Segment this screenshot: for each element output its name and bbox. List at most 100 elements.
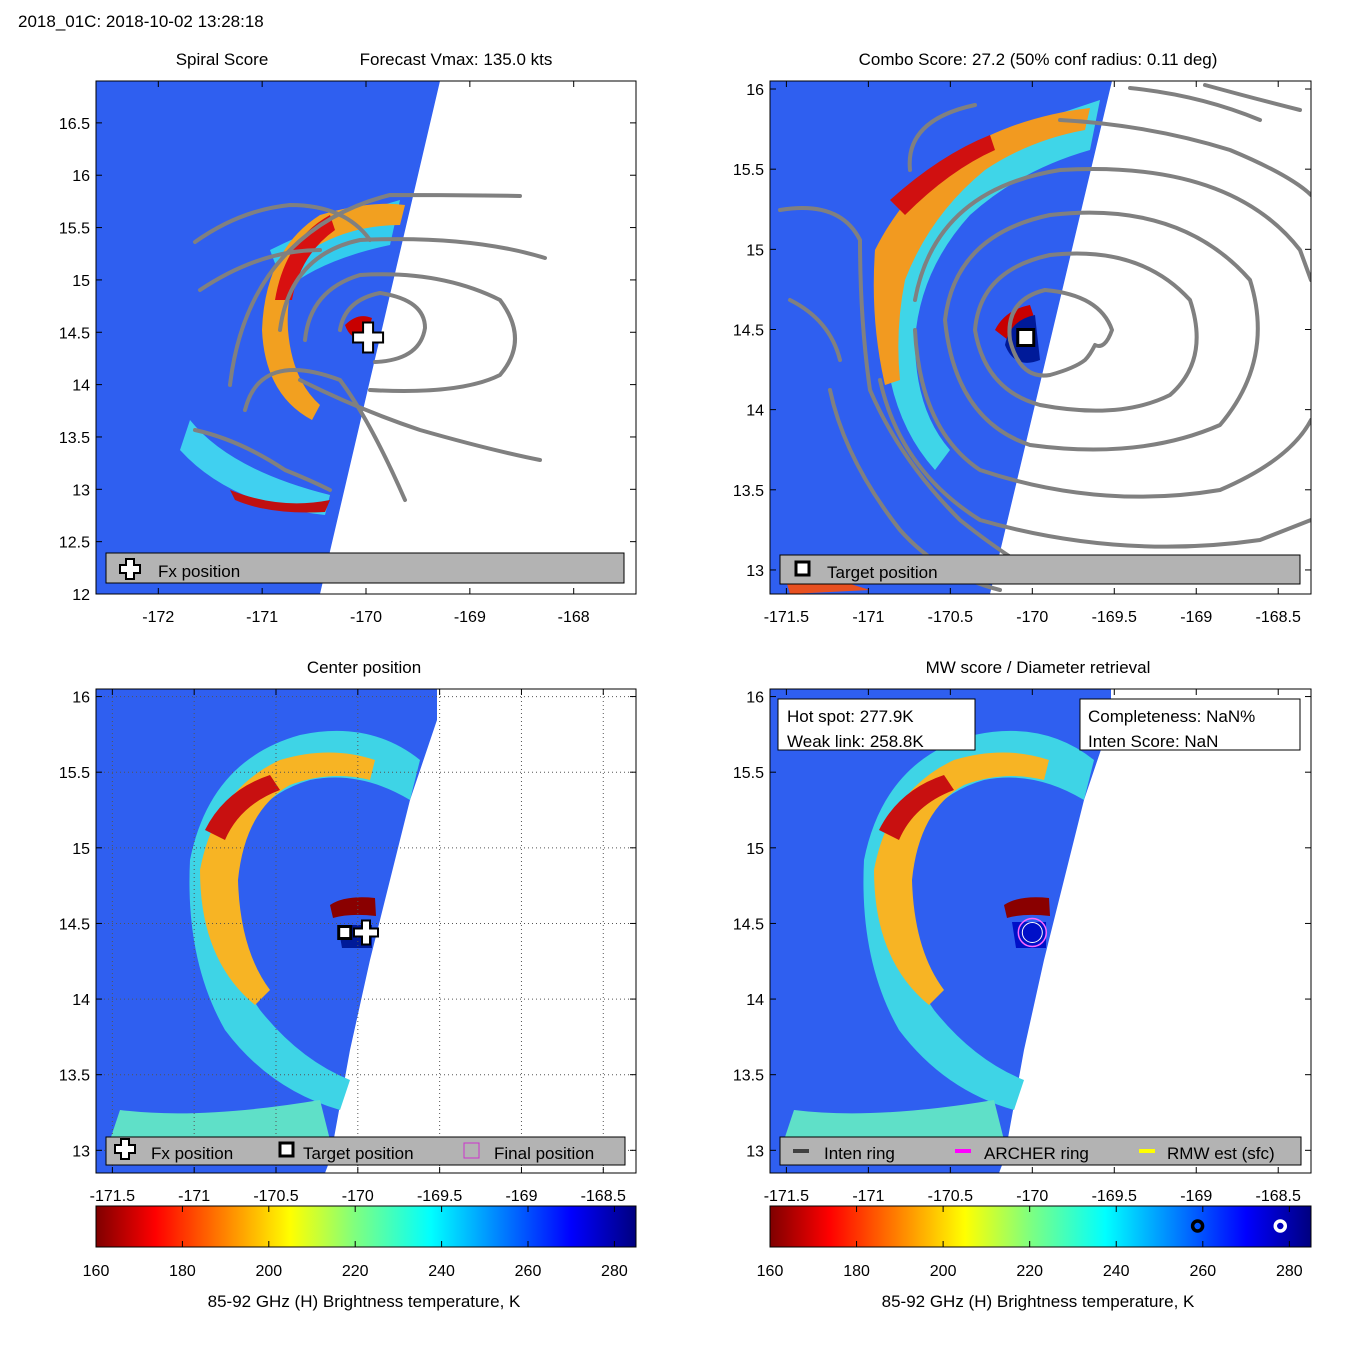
x-tick-label: -170.5 bbox=[253, 1188, 298, 1205]
x-tick-label: -169.5 bbox=[417, 1188, 462, 1205]
x-tick-label: -168.5 bbox=[1256, 1188, 1301, 1205]
mw-eye-hotspot bbox=[1004, 897, 1050, 918]
spiral-title: Spiral Score bbox=[176, 50, 269, 69]
mw-x-axis: -171.5 -171 -170.5 -170 -169.5 -169 -168.5 bbox=[764, 689, 1301, 1205]
combo-eyewall-orange bbox=[873, 108, 1090, 385]
archer-ring-marker bbox=[1017, 917, 1048, 948]
center-eye-hotspot bbox=[330, 897, 376, 918]
mw-band-cyan bbox=[863, 730, 1094, 1110]
center-legend: Fx position Target position Final positi… bbox=[105, 1136, 626, 1166]
spiral-contours bbox=[193, 193, 547, 502]
y-tick-label: 16 bbox=[72, 690, 90, 707]
center-markers bbox=[337, 919, 379, 946]
panel-combo: Combo Score: 27.2 (50% conf radius: 0.11… bbox=[733, 50, 1312, 626]
completeness-label: Completeness: NaN% bbox=[1088, 707, 1255, 726]
center-band-cyan bbox=[189, 730, 420, 1110]
y-tick-label: 14.5 bbox=[733, 322, 764, 339]
figure-header: 2018_01C: 2018-10-02 13:28:18 bbox=[18, 12, 264, 31]
y-tick-label: 12.5 bbox=[59, 535, 90, 552]
x-tick-label: -171.5 bbox=[764, 1188, 809, 1205]
center-x-axis: -171.5 -171 -170.5 -170 -169.5 -169 -168.5 bbox=[90, 689, 626, 1205]
y-tick-label: 13.5 bbox=[59, 1068, 90, 1085]
spiral-x-axis: -172 -171 -170 -169 -168 bbox=[142, 81, 590, 626]
combo-legend: Target position bbox=[779, 554, 1301, 585]
y-tick-label: 15.5 bbox=[733, 765, 764, 782]
colorbar-tick-label: 240 bbox=[428, 1263, 455, 1280]
y-tick-label: 13 bbox=[72, 482, 90, 499]
x-tick-label: -170 bbox=[1016, 609, 1048, 626]
y-tick-label: 16 bbox=[72, 168, 90, 185]
x-tick-label: -168 bbox=[558, 609, 590, 626]
y-tick-label: 13 bbox=[72, 1143, 90, 1160]
mw-y-axis: 13 13.5 14 14.5 15 15.5 16 bbox=[733, 690, 1311, 1160]
x-tick-label: -169.5 bbox=[1092, 609, 1137, 626]
mw-rainband-south bbox=[784, 1100, 1004, 1145]
x-tick-label: -171.5 bbox=[90, 1188, 135, 1205]
colorbar-left-label: 85-92 GHz (H) Brightness temperature, K bbox=[208, 1292, 521, 1311]
y-tick-label: 15 bbox=[72, 273, 90, 290]
combo-eyewall-red bbox=[890, 135, 995, 215]
x-tick-label: -170.5 bbox=[928, 1188, 973, 1205]
inten-ring-marker bbox=[1021, 922, 1043, 944]
y-tick-label: 14.5 bbox=[59, 325, 90, 342]
colorbar-tick-label: 220 bbox=[342, 1263, 369, 1280]
y-tick-label: 13.5 bbox=[733, 483, 764, 500]
y-tick-label: 13.5 bbox=[733, 1068, 764, 1085]
y-tick-label: 14.5 bbox=[59, 916, 90, 933]
x-tick-label: -170.5 bbox=[928, 609, 973, 626]
x-tick-label: -171 bbox=[246, 609, 278, 626]
forecast-vmax-title: Forecast Vmax: 135.0 kts bbox=[360, 50, 553, 69]
center-grid bbox=[96, 689, 636, 1173]
x-tick-label: -169 bbox=[1180, 1188, 1212, 1205]
target-position-square-icon bbox=[794, 560, 811, 577]
center-title: Center position bbox=[307, 658, 421, 677]
colorbar-tick-label: 220 bbox=[1016, 1263, 1043, 1280]
x-tick-label: -171 bbox=[852, 609, 884, 626]
y-tick-label: 15 bbox=[746, 841, 764, 858]
spiral-legend: Fx position bbox=[105, 552, 625, 584]
x-tick-label: -170 bbox=[350, 609, 382, 626]
y-tick-label: 14.5 bbox=[733, 916, 764, 933]
colorbar-tick-label: 200 bbox=[255, 1263, 282, 1280]
hot-spot-label: Hot spot: 277.9K bbox=[787, 707, 914, 726]
y-tick-label: 15.5 bbox=[59, 221, 90, 238]
x-tick-label: -172 bbox=[142, 609, 174, 626]
colorbar-tick-label: 200 bbox=[930, 1263, 957, 1280]
y-tick-label: 15 bbox=[746, 242, 764, 259]
x-tick-label: -171 bbox=[852, 1188, 884, 1205]
y-tick-label: 14 bbox=[746, 403, 764, 420]
mw-legend-archer: ARCHER ring bbox=[984, 1144, 1089, 1163]
spiral-y-axis: 12 12.5 13 13.5 14 14.5 15 15.5 16 16.5 bbox=[59, 116, 636, 604]
combo-eye-hotspot bbox=[995, 305, 1035, 340]
center-rainband-south bbox=[110, 1100, 330, 1145]
x-tick-label: -170 bbox=[342, 1188, 374, 1205]
hot-spot-marker bbox=[1273, 1219, 1288, 1233]
x-tick-label: -169 bbox=[505, 1188, 537, 1205]
swath-background bbox=[770, 81, 1112, 594]
panel-spiral: Spiral Score Forecast Vmax: 135.0 kts bbox=[59, 50, 637, 626]
y-tick-label: 14 bbox=[72, 378, 90, 395]
y-tick-label: 12 bbox=[72, 587, 90, 604]
panel-center: Center position -171.5 -171 -170.5 -170 -169… bbox=[59, 658, 637, 1205]
y-tick-label: 14 bbox=[746, 992, 764, 1009]
center-axes-frame bbox=[95, 688, 637, 1174]
eyewall-band-red bbox=[275, 215, 335, 300]
colorbar-tick-label: 160 bbox=[757, 1263, 784, 1280]
mw-info-left-box: Hot spot: 277.9K Weak link: 258.8K bbox=[777, 698, 976, 751]
weak-link-marker bbox=[1190, 1219, 1205, 1233]
y-tick-label: 15 bbox=[72, 841, 90, 858]
fx-position-marker bbox=[353, 919, 379, 946]
mw-axes-frame bbox=[769, 688, 1312, 1174]
colorbar-right-label: 85-92 GHz (H) Brightness temperature, K bbox=[882, 1292, 1195, 1311]
spiral-legend-fx: Fx position bbox=[158, 562, 240, 581]
target-position-marker bbox=[337, 925, 353, 941]
colorbar-tick-label: 280 bbox=[1276, 1263, 1303, 1280]
x-tick-label: -169 bbox=[454, 609, 486, 626]
center-legend-target: Target position bbox=[303, 1144, 414, 1163]
rainband-south-red bbox=[230, 490, 330, 513]
x-tick-label: -168.5 bbox=[1256, 609, 1301, 626]
colorbar-tick-label: 240 bbox=[1103, 1263, 1130, 1280]
colorbar-tick-label: 180 bbox=[169, 1263, 196, 1280]
colorbar-right: 160 180 200 220 240 260 280 85-92 GHz (H) Brig… bbox=[757, 1205, 1312, 1311]
